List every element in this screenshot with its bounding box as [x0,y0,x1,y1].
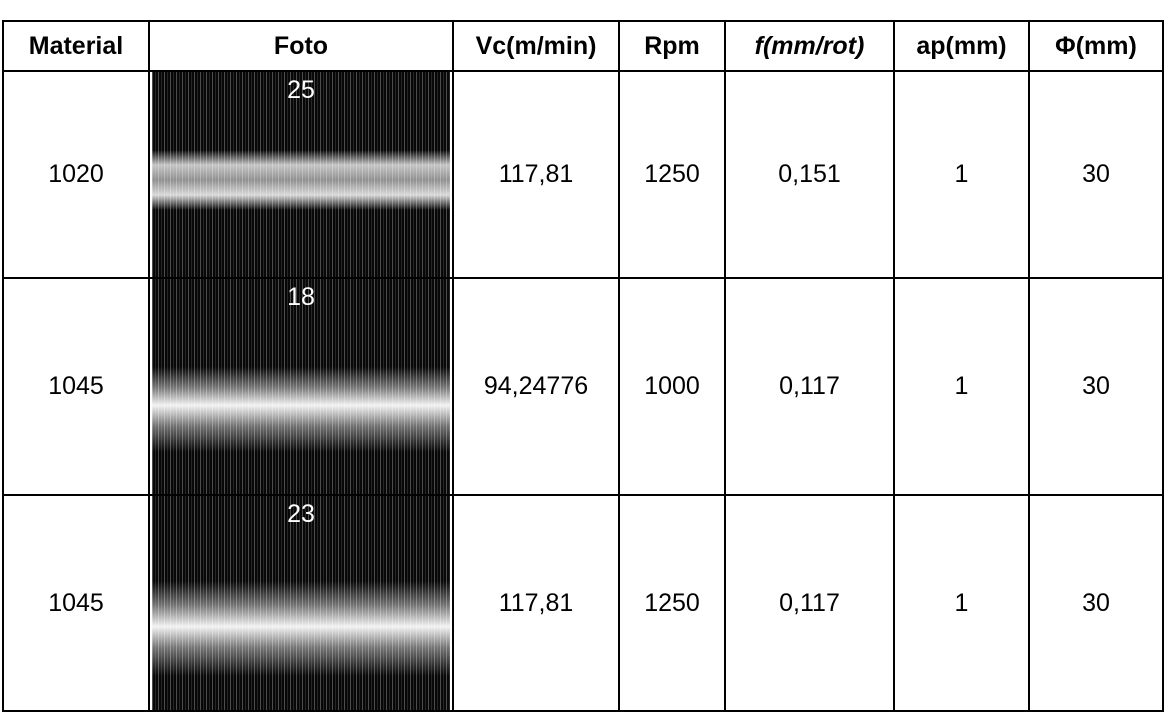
header-cell: Φ(mm) [1029,21,1163,71]
table-cell: 1250 [619,71,725,278]
table-cell: 30 [1029,71,1163,278]
table-cell: 30 [1029,278,1163,495]
table-cell: 30 [1029,495,1163,711]
photo-cell: 25 [149,71,453,278]
table-cell: 1250 [619,495,725,711]
photo-label: 25 [152,76,450,105]
header-cell: Material [3,21,149,71]
table-cell: 1000 [619,278,725,495]
header-cell: Foto [149,21,453,71]
table-cell: 1 [894,71,1029,278]
page: MaterialFotoVc(m/min)Rpmf(mm/rot)ap(mm)Φ… [0,0,1164,710]
header-cell: Rpm [619,21,725,71]
table-cell: 1045 [3,495,149,711]
photo-label: 18 [152,283,450,312]
table-cell: 1045 [3,278,149,495]
table-cell: 0,117 [725,278,894,495]
header-cell: ap(mm) [894,21,1029,71]
photo-label: 23 [152,500,450,529]
table-cell: 117,81 [453,71,619,278]
header-cell: f(mm/rot) [725,21,894,71]
table-cell: 0,117 [725,495,894,711]
photo-cell: 23 [149,495,453,711]
table-cell: 94,24776 [453,278,619,495]
photo: 18 [152,279,450,494]
table-cell: 1 [894,278,1029,495]
table-cell: 1020 [3,71,149,278]
table-cell: 117,81 [453,495,619,711]
photo-cell: 18 [149,278,453,495]
table-cell: 1 [894,495,1029,711]
photo: 25 [152,72,450,277]
photo: 23 [152,496,450,710]
table-cell: 0,151 [725,71,894,278]
header-cell: Vc(m/min) [453,21,619,71]
